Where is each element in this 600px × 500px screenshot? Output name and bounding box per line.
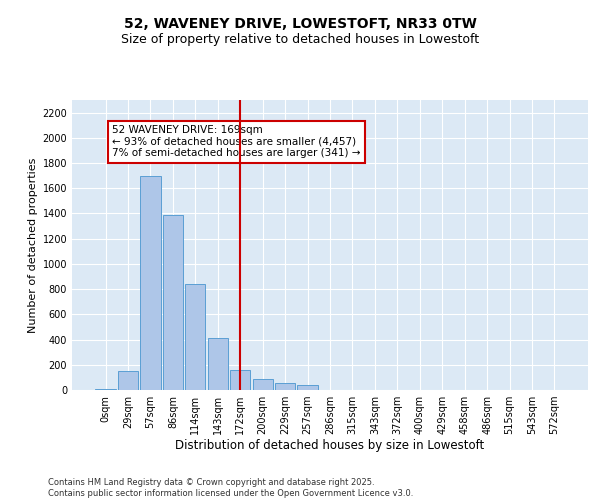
Bar [298,385,317,390]
Text: 52 WAVENEY DRIVE: 169sqm
← 93% of detached houses are smaller (4,457)
7% of semi: 52 WAVENEY DRIVE: 169sqm ← 93% of detach… [112,125,361,158]
X-axis label: Distribution of detached houses by size in Lowestoft: Distribution of detached houses by size … [175,438,485,452]
Text: Size of property relative to detached houses in Lowestoft: Size of property relative to detached ho… [121,32,479,46]
Bar [140,176,161,390]
Bar [118,371,138,390]
Y-axis label: Number of detached properties: Number of detached properties [28,158,38,332]
Bar [230,370,250,390]
Bar [253,380,273,390]
Text: 52, WAVENEY DRIVE, LOWESTOFT, NR33 0TW: 52, WAVENEY DRIVE, LOWESTOFT, NR33 0TW [124,18,476,32]
Bar [275,383,295,390]
Text: Contains HM Land Registry data © Crown copyright and database right 2025.
Contai: Contains HM Land Registry data © Crown c… [48,478,413,498]
Bar [185,284,205,390]
Bar [208,338,228,390]
Bar [163,214,183,390]
